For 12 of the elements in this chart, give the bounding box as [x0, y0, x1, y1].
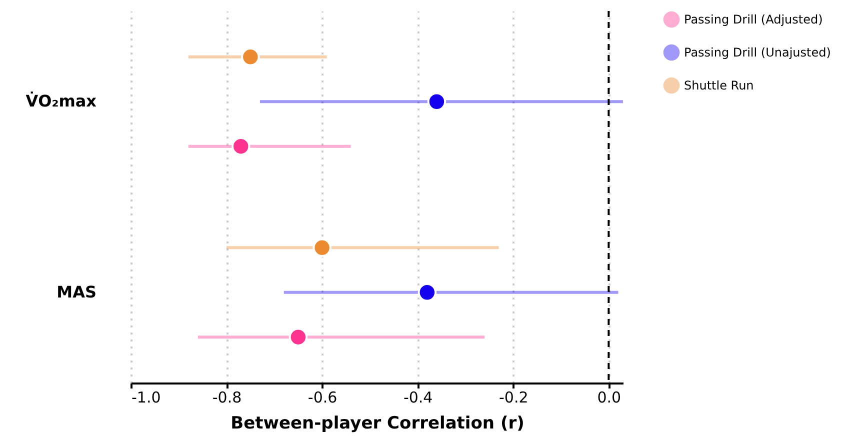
legend-label: Passing Drill (Unajusted)	[684, 46, 831, 60]
x-tick-label: -1.0	[132, 388, 161, 406]
x-axis-title: Between-player Correlation (r)	[230, 414, 524, 434]
x-tick-label: -0.8	[212, 388, 242, 406]
x-tick-label: -0.2	[498, 388, 528, 406]
x-tick-label: -0.6	[308, 388, 338, 406]
legend-label: Shuttle Run	[684, 78, 754, 92]
x-tick-label: 0.0	[597, 388, 622, 406]
y-tick-label: V̇O₂max	[26, 92, 98, 111]
legend-label: Passing Drill (Adjusted)	[684, 12, 823, 26]
y-tick-label: MAS	[56, 282, 96, 302]
x-tick-label: -0.4	[403, 388, 433, 406]
